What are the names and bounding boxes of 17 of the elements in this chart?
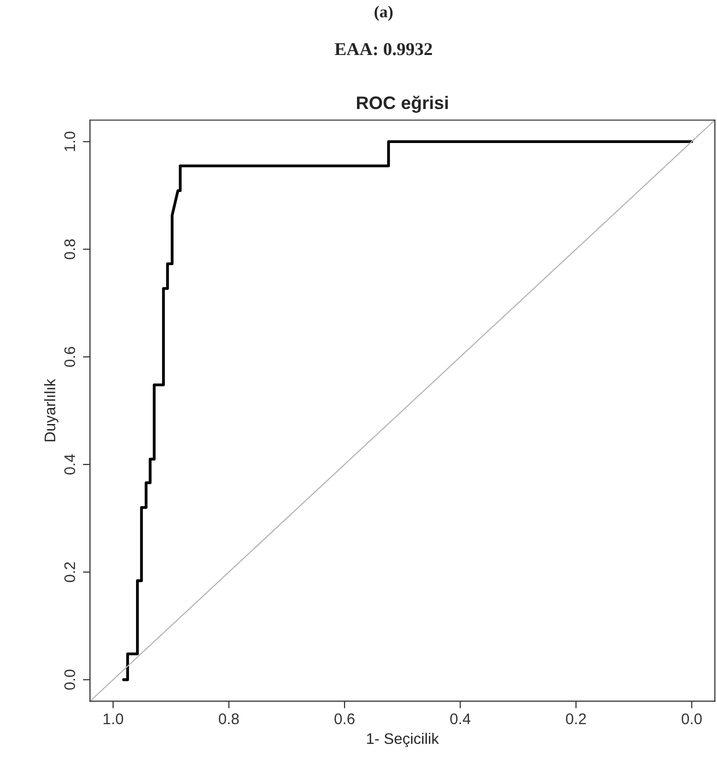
- chart-title: ROC eğrisi: [356, 96, 448, 113]
- y-tick-label: 0.6: [64, 346, 76, 367]
- x-tick-label: 0.4: [450, 713, 470, 724]
- x-tick-label: 0.8: [218, 713, 239, 724]
- y-tick-label: 1.0: [64, 132, 76, 152]
- x-tick-label: 0.0: [682, 713, 702, 724]
- y-tick-label: 0.4: [64, 454, 76, 474]
- y-axis-title: Duyarlılık: [44, 378, 58, 442]
- x-tick-label: 0.6: [334, 713, 355, 724]
- text: EAA: 0.9932: [334, 43, 432, 56]
- y-tick-label: 0.8: [64, 239, 76, 260]
- x-tick-label: 1.0: [104, 713, 124, 724]
- y-tick-label: 0.2: [64, 562, 76, 582]
- y-tick-label: 0.0: [64, 670, 76, 690]
- text: (a): [374, 6, 393, 21]
- x-axis-title: 1- Seçicilik: [367, 732, 439, 748]
- x-tick-label: 0.2: [566, 713, 586, 724]
